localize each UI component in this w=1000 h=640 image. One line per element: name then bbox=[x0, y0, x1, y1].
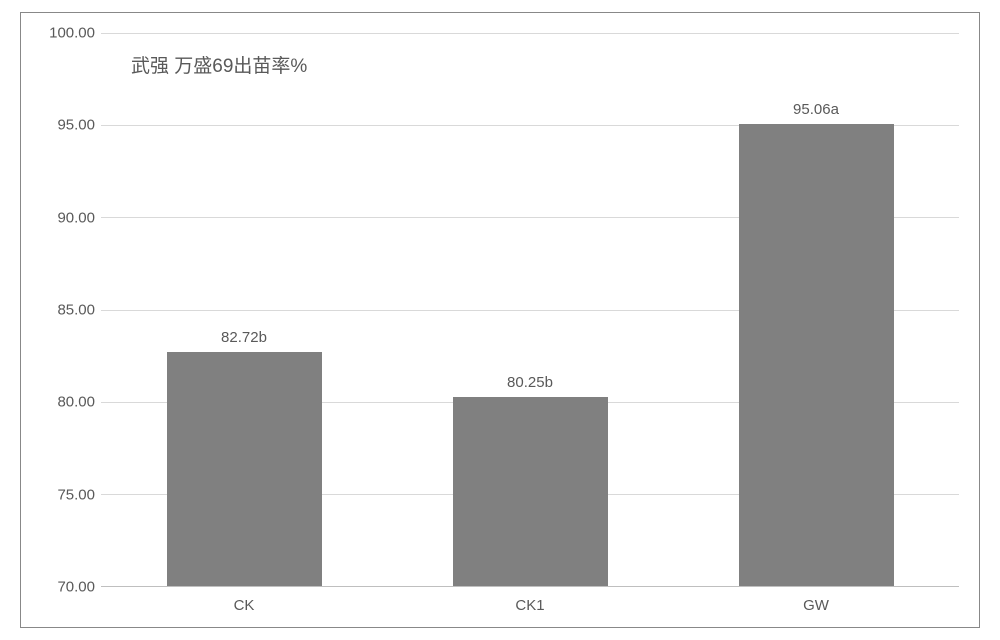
bar-group-ck: 82.72b bbox=[101, 33, 387, 586]
chart-title: 武强 万盛69出苗率% bbox=[131, 51, 307, 78]
x-label-ck: CK bbox=[101, 587, 387, 614]
y-tick-label: 95.00 bbox=[25, 117, 95, 134]
y-tick-label: 70.00 bbox=[25, 579, 95, 596]
bar-group-ck1: 80.25b bbox=[387, 33, 673, 586]
y-tick-label: 90.00 bbox=[25, 209, 95, 226]
bar-ck: 82.72b bbox=[167, 352, 322, 586]
y-tick-label: 80.00 bbox=[25, 394, 95, 411]
x-label-ck1: CK1 bbox=[387, 587, 673, 614]
bars-area: 82.72b 80.25b 95.06a bbox=[101, 33, 959, 586]
data-label: 95.06a bbox=[793, 101, 839, 118]
y-tick-label: 75.00 bbox=[25, 486, 95, 503]
chart-container: 武强 万盛69出苗率% 100.00 95.00 90.00 85.00 80.… bbox=[20, 12, 980, 628]
data-label: 80.25b bbox=[507, 374, 553, 391]
y-axis: 100.00 95.00 90.00 85.00 80.00 75.00 70.… bbox=[21, 33, 101, 587]
x-axis: CK CK1 GW bbox=[101, 587, 959, 627]
y-tick-label: 85.00 bbox=[25, 302, 95, 319]
bar-ck1: 80.25b bbox=[453, 397, 608, 586]
data-label: 82.72b bbox=[221, 329, 267, 346]
plot-area: 82.72b 80.25b 95.06a bbox=[101, 33, 959, 587]
bar-group-gw: 95.06a bbox=[673, 33, 959, 586]
x-label-gw: GW bbox=[673, 587, 959, 614]
bar-gw: 95.06a bbox=[739, 124, 894, 586]
y-tick-label: 100.00 bbox=[25, 25, 95, 42]
